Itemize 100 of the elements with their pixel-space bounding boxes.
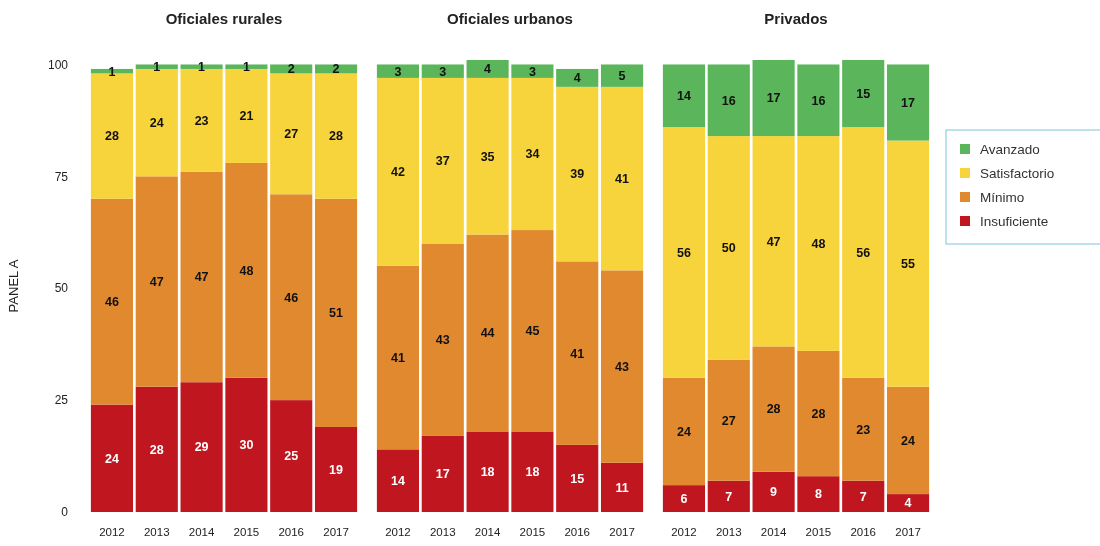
data-label: 44 xyxy=(480,326,495,341)
y-axis-title: PANEL A xyxy=(6,259,21,313)
bar xyxy=(707,136,750,360)
bar xyxy=(421,435,464,512)
data-label: 16 xyxy=(721,93,736,108)
x-tick-label: 2013 xyxy=(715,526,742,538)
data-label: 27 xyxy=(721,413,736,428)
y-tick-label: 50 xyxy=(54,281,69,296)
data-label: 4 xyxy=(904,496,912,511)
data-label: 16 xyxy=(811,93,826,108)
bar xyxy=(707,64,750,137)
bar xyxy=(225,377,268,512)
bar xyxy=(886,494,930,512)
bar xyxy=(600,270,644,463)
data-label: 48 xyxy=(811,236,826,251)
bar xyxy=(135,64,178,69)
data-label: 43 xyxy=(615,359,630,374)
bar xyxy=(314,198,358,427)
data-label: 21 xyxy=(239,109,254,124)
data-label: 46 xyxy=(105,295,119,310)
data-label: 24 xyxy=(149,116,164,131)
bar xyxy=(511,431,554,512)
data-label: 17 xyxy=(766,91,781,106)
data-label: 3 xyxy=(528,64,536,79)
data-label: 18 xyxy=(480,465,495,480)
data-label: 41 xyxy=(391,350,405,365)
bar xyxy=(135,386,178,512)
data-label: 14 xyxy=(677,89,691,104)
bar xyxy=(270,400,313,512)
data-label: 7 xyxy=(725,489,733,504)
data-label: 27 xyxy=(284,127,299,142)
data-label: 28 xyxy=(149,442,164,457)
bar xyxy=(662,485,706,512)
bar xyxy=(466,431,509,512)
bar xyxy=(886,64,930,141)
bar xyxy=(376,449,420,512)
bar xyxy=(270,194,313,401)
bar xyxy=(842,480,885,512)
data-label: 25 xyxy=(284,449,299,464)
bar xyxy=(752,60,795,137)
bar xyxy=(376,64,420,78)
data-label: 51 xyxy=(329,306,344,321)
data-label: 47 xyxy=(766,234,781,249)
data-label: 47 xyxy=(194,270,209,285)
bar xyxy=(314,73,358,199)
data-label: 24 xyxy=(901,433,916,448)
bar xyxy=(511,64,554,78)
data-label: 30 xyxy=(239,438,254,453)
data-label: 3 xyxy=(394,64,402,79)
bar xyxy=(225,162,268,378)
bar xyxy=(797,64,840,137)
data-label: 8 xyxy=(814,487,822,502)
data-label: 34 xyxy=(525,147,540,162)
data-label: 19 xyxy=(329,462,344,477)
data-label: 5 xyxy=(618,69,626,84)
bar xyxy=(421,243,464,436)
bar xyxy=(225,64,268,69)
data-label: 37 xyxy=(435,154,450,169)
x-tick-label: 2016 xyxy=(278,526,305,538)
data-label: 2 xyxy=(332,62,340,77)
x-tick-label: 2012 xyxy=(385,526,411,538)
legend-label: Mínimo xyxy=(980,189,1025,205)
bar xyxy=(314,426,358,512)
data-label: 45 xyxy=(525,324,540,339)
data-label: 14 xyxy=(391,474,405,489)
data-label: 11 xyxy=(615,480,629,495)
data-label: 17 xyxy=(435,467,450,482)
data-label: 15 xyxy=(570,471,585,486)
bar xyxy=(662,64,706,128)
y-tick-label: 25 xyxy=(54,393,69,408)
bar xyxy=(180,382,223,512)
x-tick-label: 2017 xyxy=(323,526,349,538)
x-tick-label: 2012 xyxy=(99,526,125,538)
x-tick-label: 2017 xyxy=(609,526,635,538)
bar xyxy=(707,480,750,512)
bar xyxy=(90,404,134,512)
x-tick-label: 2016 xyxy=(850,526,877,538)
bar xyxy=(842,377,885,481)
x-tick-label: 2014 xyxy=(188,526,215,538)
bar xyxy=(556,86,599,262)
x-tick-label: 2013 xyxy=(429,526,456,538)
data-label: 7 xyxy=(859,489,867,504)
data-label: 43 xyxy=(435,333,450,348)
data-label: 47 xyxy=(149,274,164,289)
bar xyxy=(376,265,420,450)
data-label: 42 xyxy=(391,165,405,180)
data-label: 15 xyxy=(856,86,871,101)
bar xyxy=(466,60,509,78)
data-label: 41 xyxy=(615,171,630,186)
data-label: 23 xyxy=(856,422,871,437)
data-label: 56 xyxy=(677,245,691,260)
x-tick-label: 2016 xyxy=(564,526,591,538)
x-tick-label: 2012 xyxy=(671,526,697,538)
bar xyxy=(842,127,885,378)
bar xyxy=(556,68,599,87)
bar xyxy=(662,377,706,486)
y-tick-label: 75 xyxy=(54,169,69,184)
bar xyxy=(600,64,644,87)
bar xyxy=(466,234,509,432)
x-tick-label: 2017 xyxy=(895,526,921,538)
